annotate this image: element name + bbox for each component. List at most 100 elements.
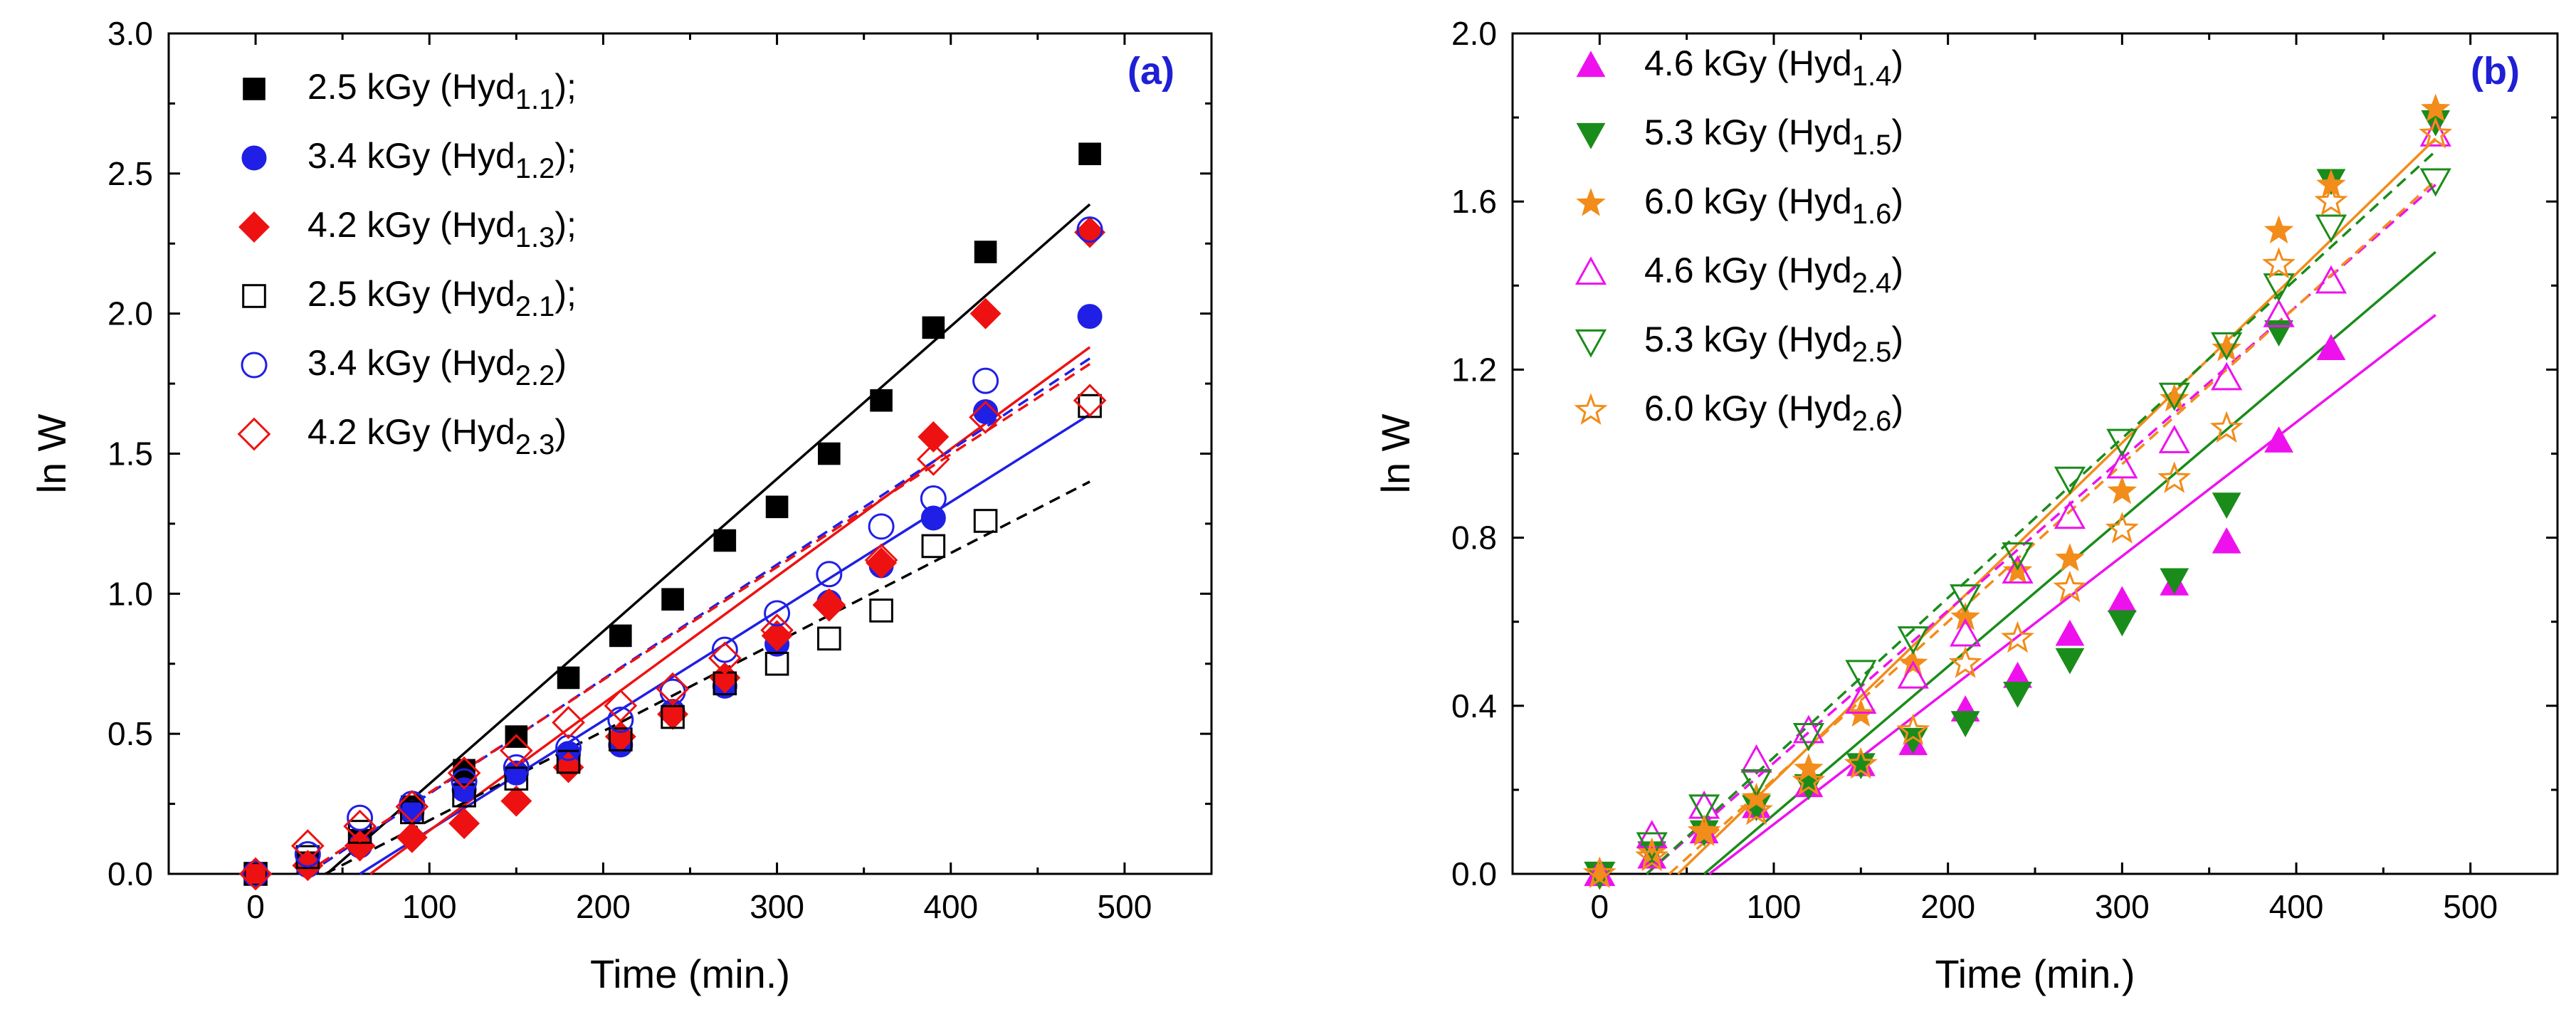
x-tick-label: 500 [1098, 888, 1152, 925]
data-point [2212, 333, 2241, 362]
data-point [2054, 466, 2086, 495]
data-point [1897, 626, 1929, 655]
y-axis-title: ln W [29, 413, 74, 493]
data-point [922, 316, 945, 339]
data-point [973, 509, 998, 533]
data-point [2107, 610, 2137, 637]
data-point [2159, 383, 2189, 412]
data-point [2316, 334, 2346, 361]
data-point [1844, 746, 1878, 779]
data-point [764, 600, 791, 627]
x-tick-label: 100 [402, 888, 457, 925]
panel-a-chart: 0 100 200 300 400 500 0.0 0.5 1.0 1.5 2.0 2.5 3.0 Tim… [29, 15, 1213, 996]
fit-line [369, 346, 1091, 875]
data-point [1950, 618, 1982, 647]
data-point [761, 620, 793, 652]
data-point [2263, 298, 2295, 327]
data-point [447, 756, 481, 790]
data-point [1740, 744, 1772, 773]
data-point [1073, 384, 1107, 418]
data-point [916, 443, 950, 476]
legend-marker [242, 284, 266, 308]
data-point [604, 689, 638, 723]
data-point [2003, 681, 2032, 708]
data-point [2107, 475, 2138, 505]
legend-marker [1576, 188, 1606, 216]
data-point [1950, 711, 1980, 737]
data-point [2053, 570, 2087, 603]
data-point [2263, 273, 2295, 302]
data-point [866, 547, 898, 579]
legend-marker [241, 145, 267, 171]
data-point [765, 495, 789, 519]
data-point [1792, 722, 1825, 751]
data-point [711, 636, 738, 663]
data-point [2105, 512, 2139, 544]
x-tick-label: 300 [750, 888, 804, 925]
y-tick-label: 0.4 [1451, 687, 1497, 724]
fit-line [1708, 314, 2436, 875]
data-point [607, 706, 634, 733]
data-point [2419, 117, 2453, 149]
data-point [870, 389, 893, 412]
data-point [2157, 461, 2192, 493]
data-point [2209, 411, 2244, 443]
data-point [2314, 184, 2348, 216]
x-tick-label: 100 [1747, 888, 1802, 925]
data-point [500, 785, 532, 817]
legend-label: 4.2 kGy (Hyd1.3); [307, 205, 577, 253]
data-point [555, 734, 582, 761]
y-tick-label: 1.0 [107, 575, 153, 612]
data-point [713, 529, 737, 552]
data-point [1950, 584, 1982, 613]
y-tick-label: 2.5 [107, 155, 153, 192]
data-point [1845, 660, 1877, 689]
data-point [556, 749, 581, 774]
legend-marker [1576, 51, 1606, 78]
data-point [1076, 216, 1103, 243]
data-point [760, 613, 794, 647]
plot-frame [1511, 32, 2559, 875]
x-tick-label: 200 [1920, 888, 1975, 925]
y-tick-label: 0.5 [107, 715, 153, 752]
legend-marker [1576, 122, 1606, 149]
data-point [764, 651, 789, 676]
x-tick-label: 400 [2269, 888, 2324, 925]
data-point [2055, 648, 2085, 675]
data-point [1688, 794, 1720, 823]
data-point [1897, 660, 1929, 689]
legend-marker [241, 352, 268, 379]
data-point [1950, 601, 1980, 630]
legend-marker [243, 78, 266, 100]
legend-marker [1574, 256, 1607, 285]
data-point [1636, 832, 1668, 861]
data-point [921, 534, 946, 559]
data-point [2211, 362, 2243, 391]
fit-line [303, 363, 1091, 875]
legend-label: 6.0 kGy (Hyd1.6) [1644, 181, 1903, 230]
legend-marker [238, 211, 270, 243]
data-point [661, 588, 684, 611]
data-point [1636, 820, 1668, 848]
data-point [969, 297, 1002, 329]
legend-marker [237, 417, 271, 451]
y-tick-label: 1.5 [107, 436, 153, 473]
data-point [1582, 856, 1616, 888]
data-point [817, 626, 841, 651]
data-point [243, 862, 268, 886]
data-point [290, 829, 325, 863]
data-point [1077, 304, 1103, 329]
data-point [816, 561, 843, 588]
data-point [396, 821, 428, 853]
legend-marker [1574, 329, 1607, 358]
data-point [920, 505, 946, 531]
data-point [395, 790, 429, 823]
fit-line [1646, 150, 2436, 875]
data-point [1896, 713, 1930, 746]
y-axis-title: ln W [1373, 413, 1418, 493]
data-point [347, 804, 374, 831]
data-point [972, 367, 999, 394]
data-point [868, 513, 895, 540]
panel-label: (b) [2471, 50, 2520, 93]
